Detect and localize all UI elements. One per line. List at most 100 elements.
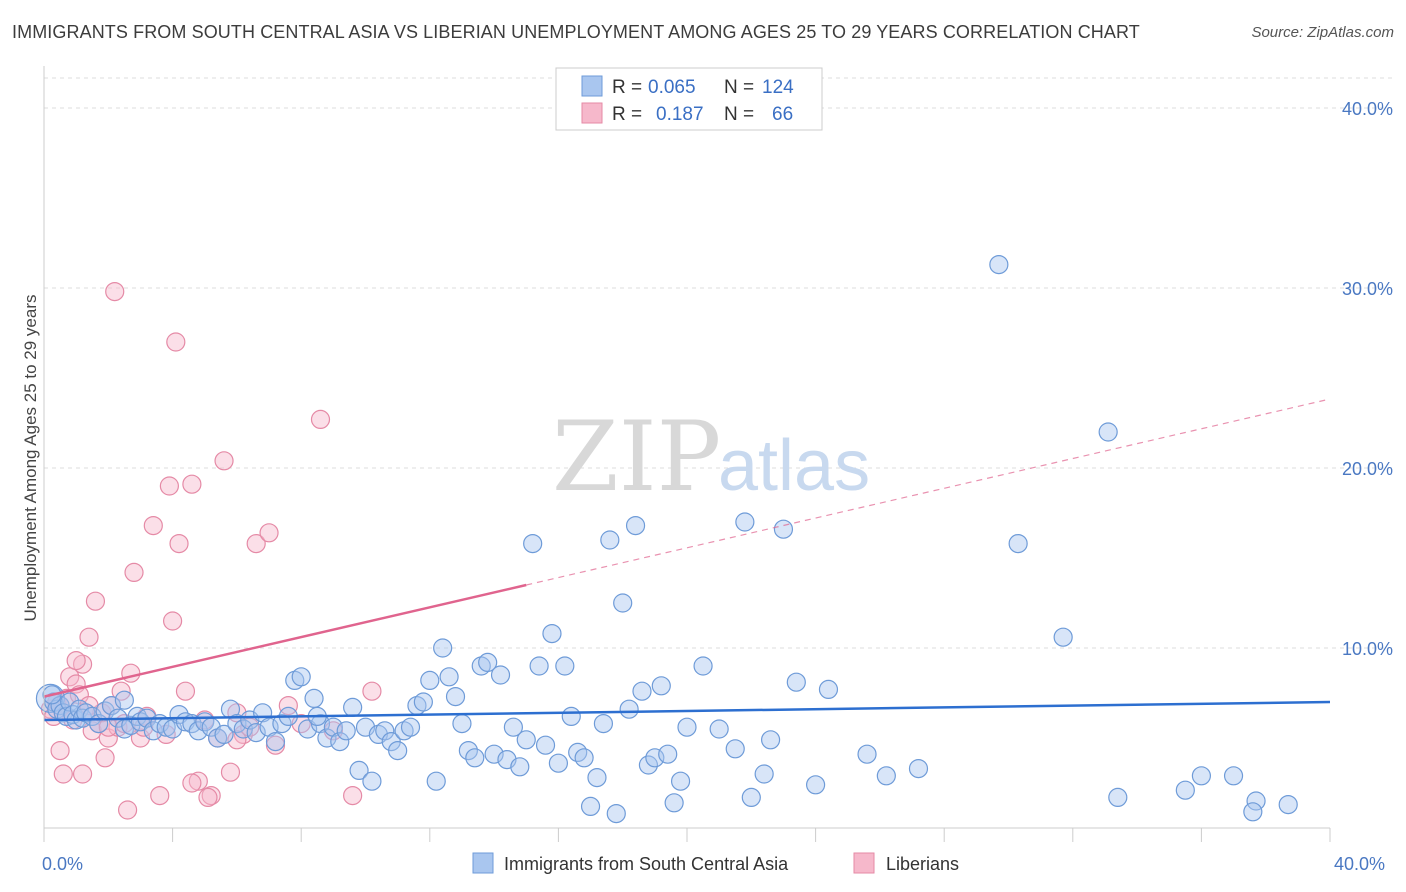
legend-r-value-1: 0.065 (648, 77, 696, 98)
south-central-asia-point (1175, 780, 1195, 800)
liberian-point (169, 533, 189, 554)
south-central-asia-point (1246, 791, 1266, 811)
liberian-point (182, 474, 202, 494)
south-central-asia-point (76, 703, 96, 723)
legend-n-label-1: N = (724, 77, 754, 98)
south-central-asia-point (471, 656, 491, 676)
south-central-asia-point (725, 739, 745, 759)
trend-lines (43, 398, 1331, 722)
south-central-asia-point (388, 740, 408, 761)
south-central-asia-point (760, 730, 781, 750)
south-central-asia-point (535, 735, 556, 755)
south-central-asia-point (805, 775, 826, 795)
south-central-asia-points (35, 255, 1298, 824)
south-central-asia-point (304, 688, 324, 709)
south-central-asia-point (651, 676, 671, 696)
south-central-asia-point (413, 692, 433, 712)
x-tick-label: 40.0% (1334, 854, 1385, 874)
south-central-asia-point (857, 744, 877, 764)
liberian-point (220, 762, 241, 782)
south-central-asia-point (490, 665, 511, 685)
legend-swatch-pink (581, 102, 603, 124)
south-central-asia-point (336, 721, 356, 741)
south-central-asia-point (452, 713, 472, 734)
south-central-asia-point (400, 717, 421, 737)
y-tick-label: 20.0% (1342, 459, 1393, 479)
south-central-asia-point (876, 766, 896, 786)
watermark-zip: ZIP (552, 401, 721, 513)
south-central-asia-point (478, 652, 498, 673)
liberian-point (85, 591, 106, 611)
south-central-asia-point (786, 672, 806, 692)
south-central-asia-point (285, 670, 305, 691)
south-central-asia-point (670, 771, 691, 791)
series-legend-swatch-pink (853, 852, 875, 874)
south-central-asia-point (1053, 627, 1073, 647)
south-central-asia-point (593, 713, 614, 734)
south-central-asia-point (394, 721, 414, 741)
liberians-trend-line (43, 583, 527, 698)
south-central-asia-point (1098, 422, 1118, 442)
liberian-point (72, 764, 93, 784)
liberian-point (124, 562, 144, 583)
south-central-asia-point (439, 667, 459, 687)
south-central-asia-point (664, 793, 684, 813)
x-tick-label: 0.0% (42, 854, 83, 874)
south-central-asia-point (568, 742, 588, 763)
chart-source: Source: ZipAtlas.com (1251, 24, 1394, 41)
liberian-point (117, 800, 138, 820)
south-central-asia-point (908, 758, 929, 779)
liberian-point (182, 773, 202, 793)
liberian-point (159, 476, 179, 496)
south-central-asia-point (349, 760, 369, 781)
south-central-asia-point (580, 796, 601, 817)
south-central-asia-point (555, 656, 575, 676)
south-central-asia-point (214, 724, 234, 745)
watermark: ZIP atlas (552, 401, 870, 513)
south-central-asia-point (1278, 794, 1298, 815)
south-central-asia-point (362, 771, 382, 791)
south-central-asia-point (208, 728, 228, 748)
south-central-asia-point (433, 638, 453, 658)
south-central-asia-point (735, 512, 755, 532)
south-central-asia-point (420, 670, 440, 691)
liberian-point (198, 787, 218, 808)
legend-n-value-1: 124 (762, 77, 794, 98)
liberian-point (175, 681, 196, 701)
series-legend: Immigrants from South Central Asia Liber… (472, 852, 959, 874)
south-central-asia-point (1223, 766, 1244, 786)
liberian-point (53, 764, 73, 784)
south-central-asia-point (343, 697, 363, 718)
south-central-asia-point (625, 515, 646, 536)
legend-swatch-blue (581, 75, 603, 97)
y-tick-label: 40.0% (1342, 99, 1393, 119)
south-central-asia-point (1243, 802, 1263, 822)
south-central-asia-point (677, 717, 697, 737)
y-tick-label: 30.0% (1342, 279, 1393, 299)
south-central-asia-point (632, 681, 652, 701)
chart-title: IMMIGRANTS FROM SOUTH CENTRAL ASIA VS LI… (12, 22, 1140, 42)
south-central-asia-trend-line (43, 700, 1331, 722)
south-central-asia-point (818, 679, 839, 700)
south-central-asia-point (548, 753, 569, 773)
south-central-asia-point (60, 692, 80, 712)
south-central-asia-point (638, 755, 659, 775)
liberian-point (362, 681, 382, 701)
liberian-point (50, 740, 70, 761)
south-central-asia-point (458, 740, 478, 761)
liberians-trend-extension (526, 398, 1331, 586)
south-central-asia-point (542, 623, 562, 644)
south-central-asia-point (465, 748, 485, 768)
liberian-point (163, 611, 183, 631)
south-central-asia-point (989, 255, 1009, 275)
south-central-asia-point (114, 690, 134, 710)
liberian-point (214, 451, 234, 471)
legend-n-value-2: 66 (772, 104, 793, 125)
legend-r-label-2: R = (612, 104, 642, 125)
watermark-atlas: atlas (718, 426, 870, 506)
liberian-point (121, 663, 141, 683)
liberian-point (79, 627, 99, 647)
south-central-asia-point (291, 667, 311, 687)
liberian-point (201, 785, 221, 806)
